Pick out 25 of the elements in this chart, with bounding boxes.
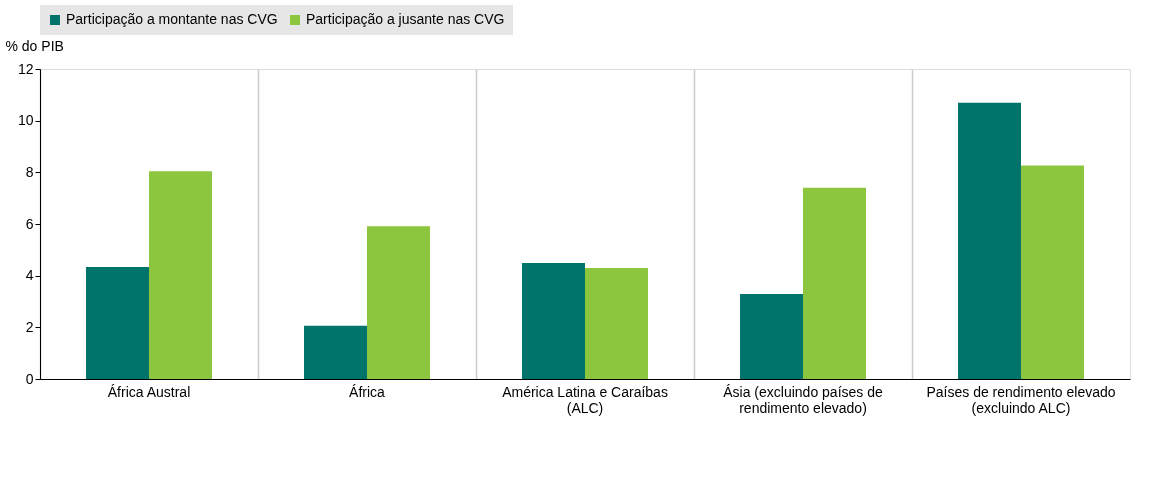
y-tick-label: 4 [25,267,34,284]
y-tick-label: 8 [25,163,34,180]
bar [367,226,431,379]
bar [739,294,803,379]
bar [957,102,1021,379]
bar [303,325,367,379]
bar [149,171,213,379]
y-tick-label: 10 [17,112,34,129]
y-tick-label: 2 [25,318,34,335]
bar [521,263,585,379]
x-tick-label: Países de rendimento elevado (excluindo ALC) [926,383,1116,416]
bar [85,266,149,379]
y-tick-label: 12 [17,60,34,77]
y-axis-title: % do PIB [5,37,64,54]
legend-label: Participação a montante nas CVG [66,11,278,27]
bar [585,267,649,379]
y-tick-label: 0 [25,370,34,387]
y-tick-label: 6 [25,215,34,232]
legend-label: Participação a jusante nas CVG [306,11,505,27]
x-tick-label: Ásia (excluindo países de rendimento elevado) [723,383,883,416]
x-tick-label: África Austral [107,383,191,400]
bar [803,187,867,379]
bar [1021,165,1085,379]
x-tick-label: África [349,383,386,400]
x-tick-label: América Latina e Caraíbas (ALC) [502,383,668,416]
